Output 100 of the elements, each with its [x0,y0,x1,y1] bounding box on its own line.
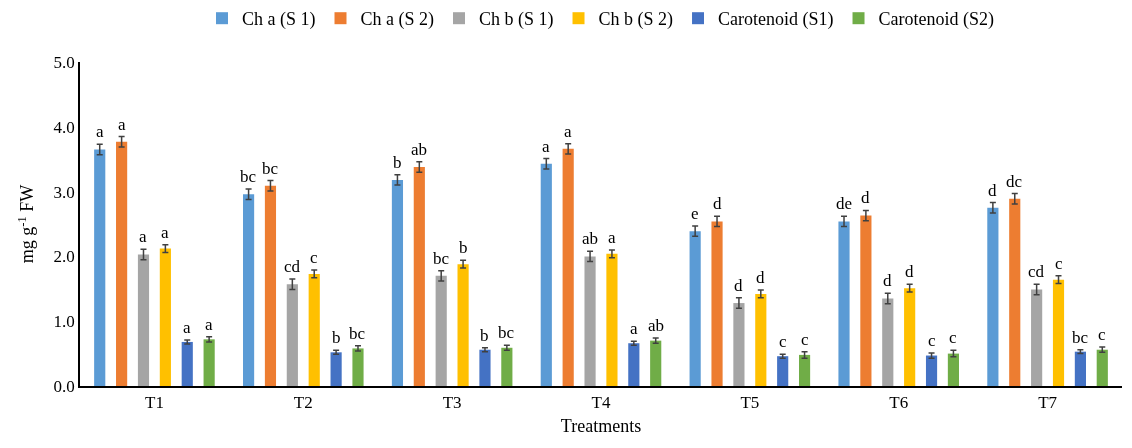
data-label: ab [411,140,428,159]
bar [203,339,215,386]
data-label: a [608,228,616,247]
bar [755,293,767,386]
data-label: cd [1028,262,1045,281]
x-tick-label: T2 [293,393,313,413]
x-tick-label: T3 [442,393,462,413]
data-label: c [801,330,809,349]
bar [94,149,106,386]
y-tick-label: 1.0 [53,312,75,332]
data-label: b [459,238,468,257]
data-label: d [861,188,870,207]
legend-label: Ch b (S 1) [479,9,554,31]
bar [501,347,513,386]
legend-label: Carotenoid (S2) [878,9,994,31]
data-label: dc [1006,172,1023,191]
data-label: a [118,115,126,134]
y-tick-label: 4.0 [53,117,75,137]
data-label: cd [284,257,301,276]
bar [562,148,574,386]
data-label: ab [582,229,599,248]
bar [435,275,447,386]
y-tick-label: 3.0 [53,182,75,202]
x-tick-label: T4 [591,393,611,413]
data-label: b [393,153,402,172]
legend-label: Ch a (S 1) [242,9,316,31]
data-label: d [988,181,997,200]
data-label: a [630,319,638,338]
bar [243,194,255,386]
bar [1031,289,1043,386]
bar [286,284,298,386]
bar [457,264,469,386]
bar [1009,198,1021,386]
bar [1074,351,1086,386]
bar [1052,279,1065,386]
x-tick-label: T1 [144,393,164,413]
bar [137,254,150,386]
bar [882,298,894,386]
bar [1096,349,1108,386]
bar [116,141,128,386]
data-label: bc [240,167,257,186]
data-label: ab [648,316,665,335]
bar [308,273,320,386]
bar [330,352,342,386]
data-label: bc [262,159,279,178]
data-label: d [883,271,892,290]
data-label: b [480,326,489,345]
y-tick-label: 5.0 [53,52,75,72]
data-label: c [1098,325,1106,344]
data-label: de [836,194,853,213]
legend-label: Ch a (S 2) [360,9,434,31]
data-label: c [779,332,787,351]
data-label: e [691,204,699,223]
data-label: a [96,122,104,141]
data-label: d [734,276,743,295]
bar [650,340,662,386]
data-label: c [1055,254,1063,273]
data-label: c [949,328,957,347]
x-tick-label: T5 [740,393,760,413]
bar [391,179,404,386]
legend-label: Ch b (S 2) [598,9,674,31]
data-label: d [905,262,914,281]
bar [628,343,640,386]
data-label: b [332,328,341,347]
data-label: d [756,268,765,287]
bar [777,356,789,386]
data-label: a [205,315,213,334]
data-label: a [161,223,169,242]
y-tick-label: 2.0 [53,247,75,267]
data-label: a [564,122,572,141]
bar [838,221,850,386]
x-tick-label: T7 [1038,393,1058,413]
data-label: c [310,248,318,267]
bar [159,248,171,386]
bar [606,253,618,386]
data-label: d [713,194,722,213]
bar [947,353,959,386]
data-label: a [542,137,550,156]
bar [733,303,745,386]
bar [860,215,872,386]
bar [711,221,723,386]
legend-label: Carotenoid (S1) [718,9,834,31]
data-label: a [183,318,191,337]
bar [181,341,193,386]
data-label: a [139,227,147,246]
x-tick-label: T6 [889,393,909,413]
bar [540,163,552,386]
bar [479,349,491,386]
data-label: bc [433,249,450,268]
data-label: bc [349,324,366,343]
y-tick-label: 0.0 [53,376,75,396]
bar [925,355,938,386]
bar [584,256,596,386]
bar [689,231,701,386]
bar [798,354,811,386]
x-axis-title: Treatments [560,416,642,436]
bar [352,348,364,386]
bar [413,166,425,386]
data-label: bc [1072,328,1089,347]
data-label: bc [498,323,515,342]
